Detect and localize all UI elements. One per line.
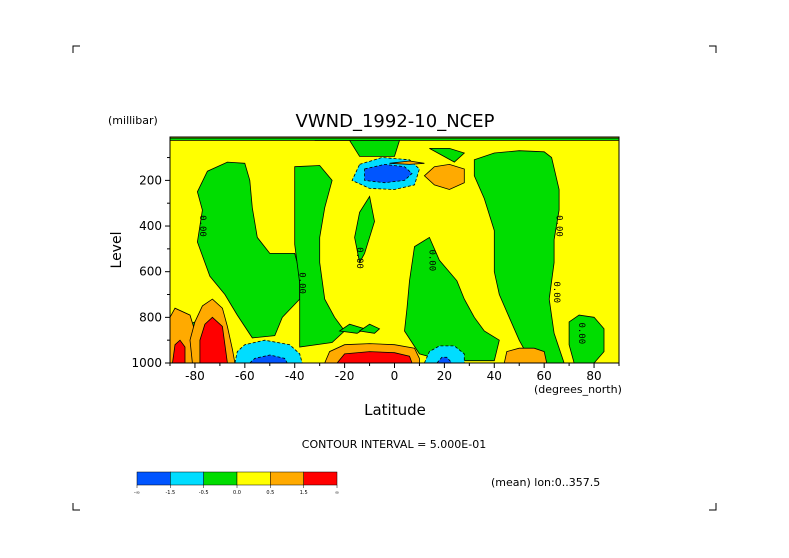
colorbar-swatch (170, 471, 204, 486)
contour-region-green-1 (314, 140, 401, 157)
x-tick-label: 40 (487, 369, 502, 383)
region-label: (mean) lon:0..357.5 (491, 476, 600, 489)
colorbar-tick-label: ∞ (335, 490, 339, 496)
colorbar-tick-label: -0.5 (199, 490, 209, 496)
colorbar-swatch (236, 471, 271, 486)
x-tick-label: 20 (437, 369, 452, 383)
x-tick-label: -20 (335, 369, 355, 383)
x-tick-label: -60 (235, 369, 255, 383)
contour-region-green-7 (473, 150, 565, 363)
zero-contour-label: 0.00 (297, 272, 307, 294)
x-axis-label: Latitude (364, 401, 426, 419)
contour-region-cyan-14 (234, 339, 303, 363)
y-tick-label: 600 (139, 265, 162, 279)
contour-region-green-6 (429, 148, 466, 163)
crop-marks (72, 45, 717, 511)
contour-region-orange-23 (389, 160, 425, 165)
plot-area: 0.00 0.00 0.00 0.00 0.00 0.00 0.00 (169, 136, 620, 364)
crop-mark-bottom-right (709, 503, 717, 511)
y-units-label: (millibar) (108, 114, 158, 127)
y-tick-label: 400 (139, 219, 162, 233)
y-tick-label: 1000 (131, 356, 162, 370)
contour-region-green-0 (170, 137, 619, 141)
colorbar-swatch (136, 471, 171, 486)
zero-contour-labels: 0.00 0.00 0.00 0.00 0.00 0.00 0.00 (197, 215, 586, 344)
contour-region-green-11 (568, 314, 605, 363)
colorbar-swatch (270, 471, 304, 486)
colorbar-tick-label: -1.5 (165, 490, 175, 496)
contour-region-blue-13 (364, 163, 413, 184)
x-tick-label: 0 (391, 369, 399, 383)
contour-region-green-3 (294, 165, 346, 348)
contour-region-orange-22 (503, 347, 548, 363)
zero-contour-label: 0.00 (354, 247, 364, 269)
colorbar-tick-label: 1.5 (300, 490, 308, 496)
y-axis: 200 400 600 800 1000 (131, 157, 170, 370)
colorbar-tick-label: -∞ (134, 490, 140, 496)
contour-region-blue-15 (249, 354, 288, 363)
y-tick-label: 200 (139, 173, 162, 187)
crop-mark-bottom-left (72, 503, 80, 511)
colorbar-tick-label: 0.0 (233, 490, 241, 496)
chart-title: VWND_1992-10_NCEP (296, 111, 495, 132)
x-axis: -80 -60 -40 -20 0 20 40 60 80 (169, 363, 620, 383)
x-units-label: (degrees_north) (534, 383, 622, 396)
x-tick-label: -80 (185, 369, 205, 383)
colorbar: -∞ -1.5 -0.5 0.0 0.5 1.5 ∞ (134, 471, 339, 496)
contour-region-green-10 (358, 323, 381, 334)
zero-contour-label: 0.00 (197, 215, 207, 237)
contour-region-red-26 (336, 351, 413, 363)
contour-region-green-5 (404, 236, 500, 362)
colorbar-swatch (303, 471, 338, 486)
contour-region-cyan-16 (423, 345, 465, 363)
zero-contour-label: 0.00 (551, 281, 561, 303)
y-tick-label: 800 (139, 310, 162, 324)
contour-region-red-25 (199, 316, 228, 363)
crop-mark-top-left (72, 45, 80, 53)
colorbar-swatch (203, 471, 238, 486)
colorbar-tick-label: 0.5 (266, 490, 274, 496)
x-tick-label: 60 (537, 369, 552, 383)
contour-region-green-4 (354, 195, 375, 264)
contour-interval-label: CONTOUR INTERVAL = 5.000E-01 (302, 438, 486, 451)
zero-contour-label: 0.00 (426, 249, 436, 271)
contour-region-blue-17 (436, 356, 453, 363)
contour-region-red-24 (172, 339, 186, 363)
x-tick-label: -40 (285, 369, 305, 383)
zero-contour-label: 0.00 (576, 322, 586, 344)
crop-mark-top-right (709, 45, 717, 53)
contour-region-orange-21 (423, 163, 465, 190)
x-tick-label: 80 (586, 369, 601, 383)
y-axis-label: Level (109, 232, 125, 269)
zero-contour-label: 0.00 (554, 215, 564, 237)
contour-regions (170, 137, 619, 363)
